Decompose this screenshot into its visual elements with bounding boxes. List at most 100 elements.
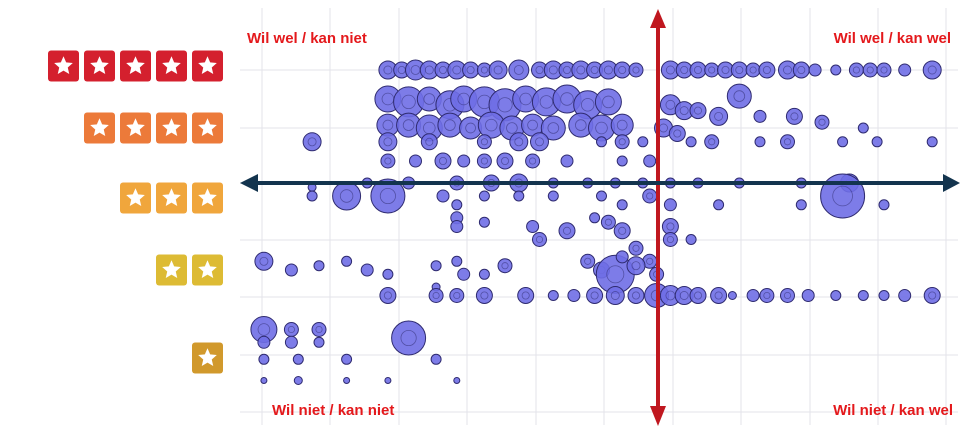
bubble-point-ring: [514, 137, 524, 147]
bubble-point-ring: [694, 66, 703, 75]
bubble-point-ring: [444, 119, 456, 131]
bubble-point-ring: [604, 218, 612, 226]
bubble-point-ring: [832, 185, 853, 207]
bubble-point-ring: [928, 291, 937, 300]
bubble-point: [475, 287, 493, 304]
bubble-point: [457, 267, 471, 281]
bubble-point: [586, 287, 604, 304]
bubble-point-ring: [610, 291, 620, 300]
bubble-point: [526, 220, 540, 233]
bubble-point: [306, 190, 318, 202]
bubble-point-ring: [315, 325, 323, 334]
bubble-point-ring: [581, 98, 595, 112]
bubble-point: [713, 199, 725, 211]
bubble-point-ring: [527, 119, 538, 131]
rating-1-stars: [192, 342, 223, 374]
bubble-point-ring: [708, 66, 716, 74]
horizontal-divider-arrowhead-left: [240, 174, 258, 192]
bubble-point: [517, 287, 535, 304]
bubble-point: [668, 125, 686, 142]
bubble-point-ring: [501, 262, 509, 270]
bubble-point-ring: [480, 138, 488, 146]
bubble-point: [830, 290, 842, 301]
bubble-point-ring: [480, 66, 488, 74]
bubble-point: [451, 199, 463, 211]
bubble-point: [730, 61, 748, 79]
bubble-point-ring: [665, 99, 676, 110]
bubble-point-ring: [425, 137, 434, 146]
bubble-point-ring: [880, 66, 888, 74]
bubble-point: [292, 353, 304, 365]
bubble-point: [862, 62, 878, 78]
bubble-point-ring: [590, 66, 599, 75]
bubble-point: [685, 234, 697, 245]
bubble-point: [898, 63, 912, 77]
quadrant-divider-arrows: [240, 9, 960, 426]
bubble-point-ring: [424, 65, 434, 75]
bubble-point-ring: [666, 222, 675, 231]
bubble-point-ring: [401, 94, 416, 110]
bubble-point: [878, 290, 890, 301]
bubble-point: [430, 353, 442, 365]
bubble-point: [704, 134, 720, 150]
bubble-point-ring: [535, 66, 544, 75]
bubble-point: [710, 287, 728, 304]
bubble-point: [596, 190, 607, 202]
bubble-point: [685, 136, 697, 148]
bubble-point: [876, 62, 892, 78]
bubble-point: [689, 61, 707, 79]
bubble-point-ring: [438, 156, 447, 165]
bubble-point-ring: [646, 257, 654, 265]
quadrant-label-top-right: Wil wel / kan wel: [834, 30, 951, 47]
bubble-point: [926, 136, 938, 148]
rating-4-stars: [84, 112, 223, 144]
bubble-point: [613, 61, 631, 79]
bubble-point: [453, 377, 461, 384]
bubble-point: [627, 287, 645, 304]
bubble-point-ring: [287, 325, 295, 334]
bubble-point: [745, 62, 761, 78]
bubble-point: [547, 290, 559, 301]
bubble-point-ring: [733, 90, 746, 102]
bubble-point-ring: [480, 291, 489, 300]
bubble-point: [754, 136, 766, 148]
bubble-point: [878, 199, 890, 211]
bubble-point-ring: [595, 121, 608, 135]
bubble-point: [449, 288, 465, 303]
bubble-point: [589, 212, 601, 224]
bubble-point-ring: [602, 95, 615, 109]
bubble-point: [311, 322, 327, 337]
bubble-point-ring: [783, 65, 792, 75]
bubble-point-ring: [852, 66, 860, 74]
bubble-point: [746, 289, 760, 302]
bubble-point: [610, 113, 634, 137]
bubble-point-ring: [694, 106, 703, 115]
bubble-point-ring: [383, 65, 393, 75]
bubble-point: [420, 133, 438, 151]
bubble-point-ring: [714, 111, 724, 121]
bubble-point-ring: [480, 157, 488, 165]
bubble-point: [605, 286, 625, 305]
horizontal-divider-arrowhead-right: [943, 174, 960, 192]
bubble-point-ring: [680, 66, 689, 75]
bubble-point: [726, 83, 752, 109]
bubble-point: [254, 251, 274, 271]
bubble-point: [478, 268, 490, 280]
bubble-point: [284, 263, 298, 277]
bubble-point: [600, 214, 616, 230]
bubble-point-ring: [529, 157, 537, 165]
bubble-point: [753, 109, 767, 123]
bubble-point-ring: [590, 291, 599, 300]
bubble-point: [409, 154, 422, 168]
bubble-point-ring: [563, 66, 572, 75]
bubble-point: [689, 102, 707, 120]
bubble-point: [343, 377, 351, 384]
bubble-point: [642, 188, 658, 204]
bubble-point: [436, 189, 450, 203]
bubble-point-ring: [547, 122, 560, 134]
bubble-point-ring: [646, 192, 654, 200]
y-axis-star-ratings: [48, 50, 223, 374]
bubble-point-ring: [735, 66, 744, 75]
bubble-point-ring: [632, 66, 640, 74]
